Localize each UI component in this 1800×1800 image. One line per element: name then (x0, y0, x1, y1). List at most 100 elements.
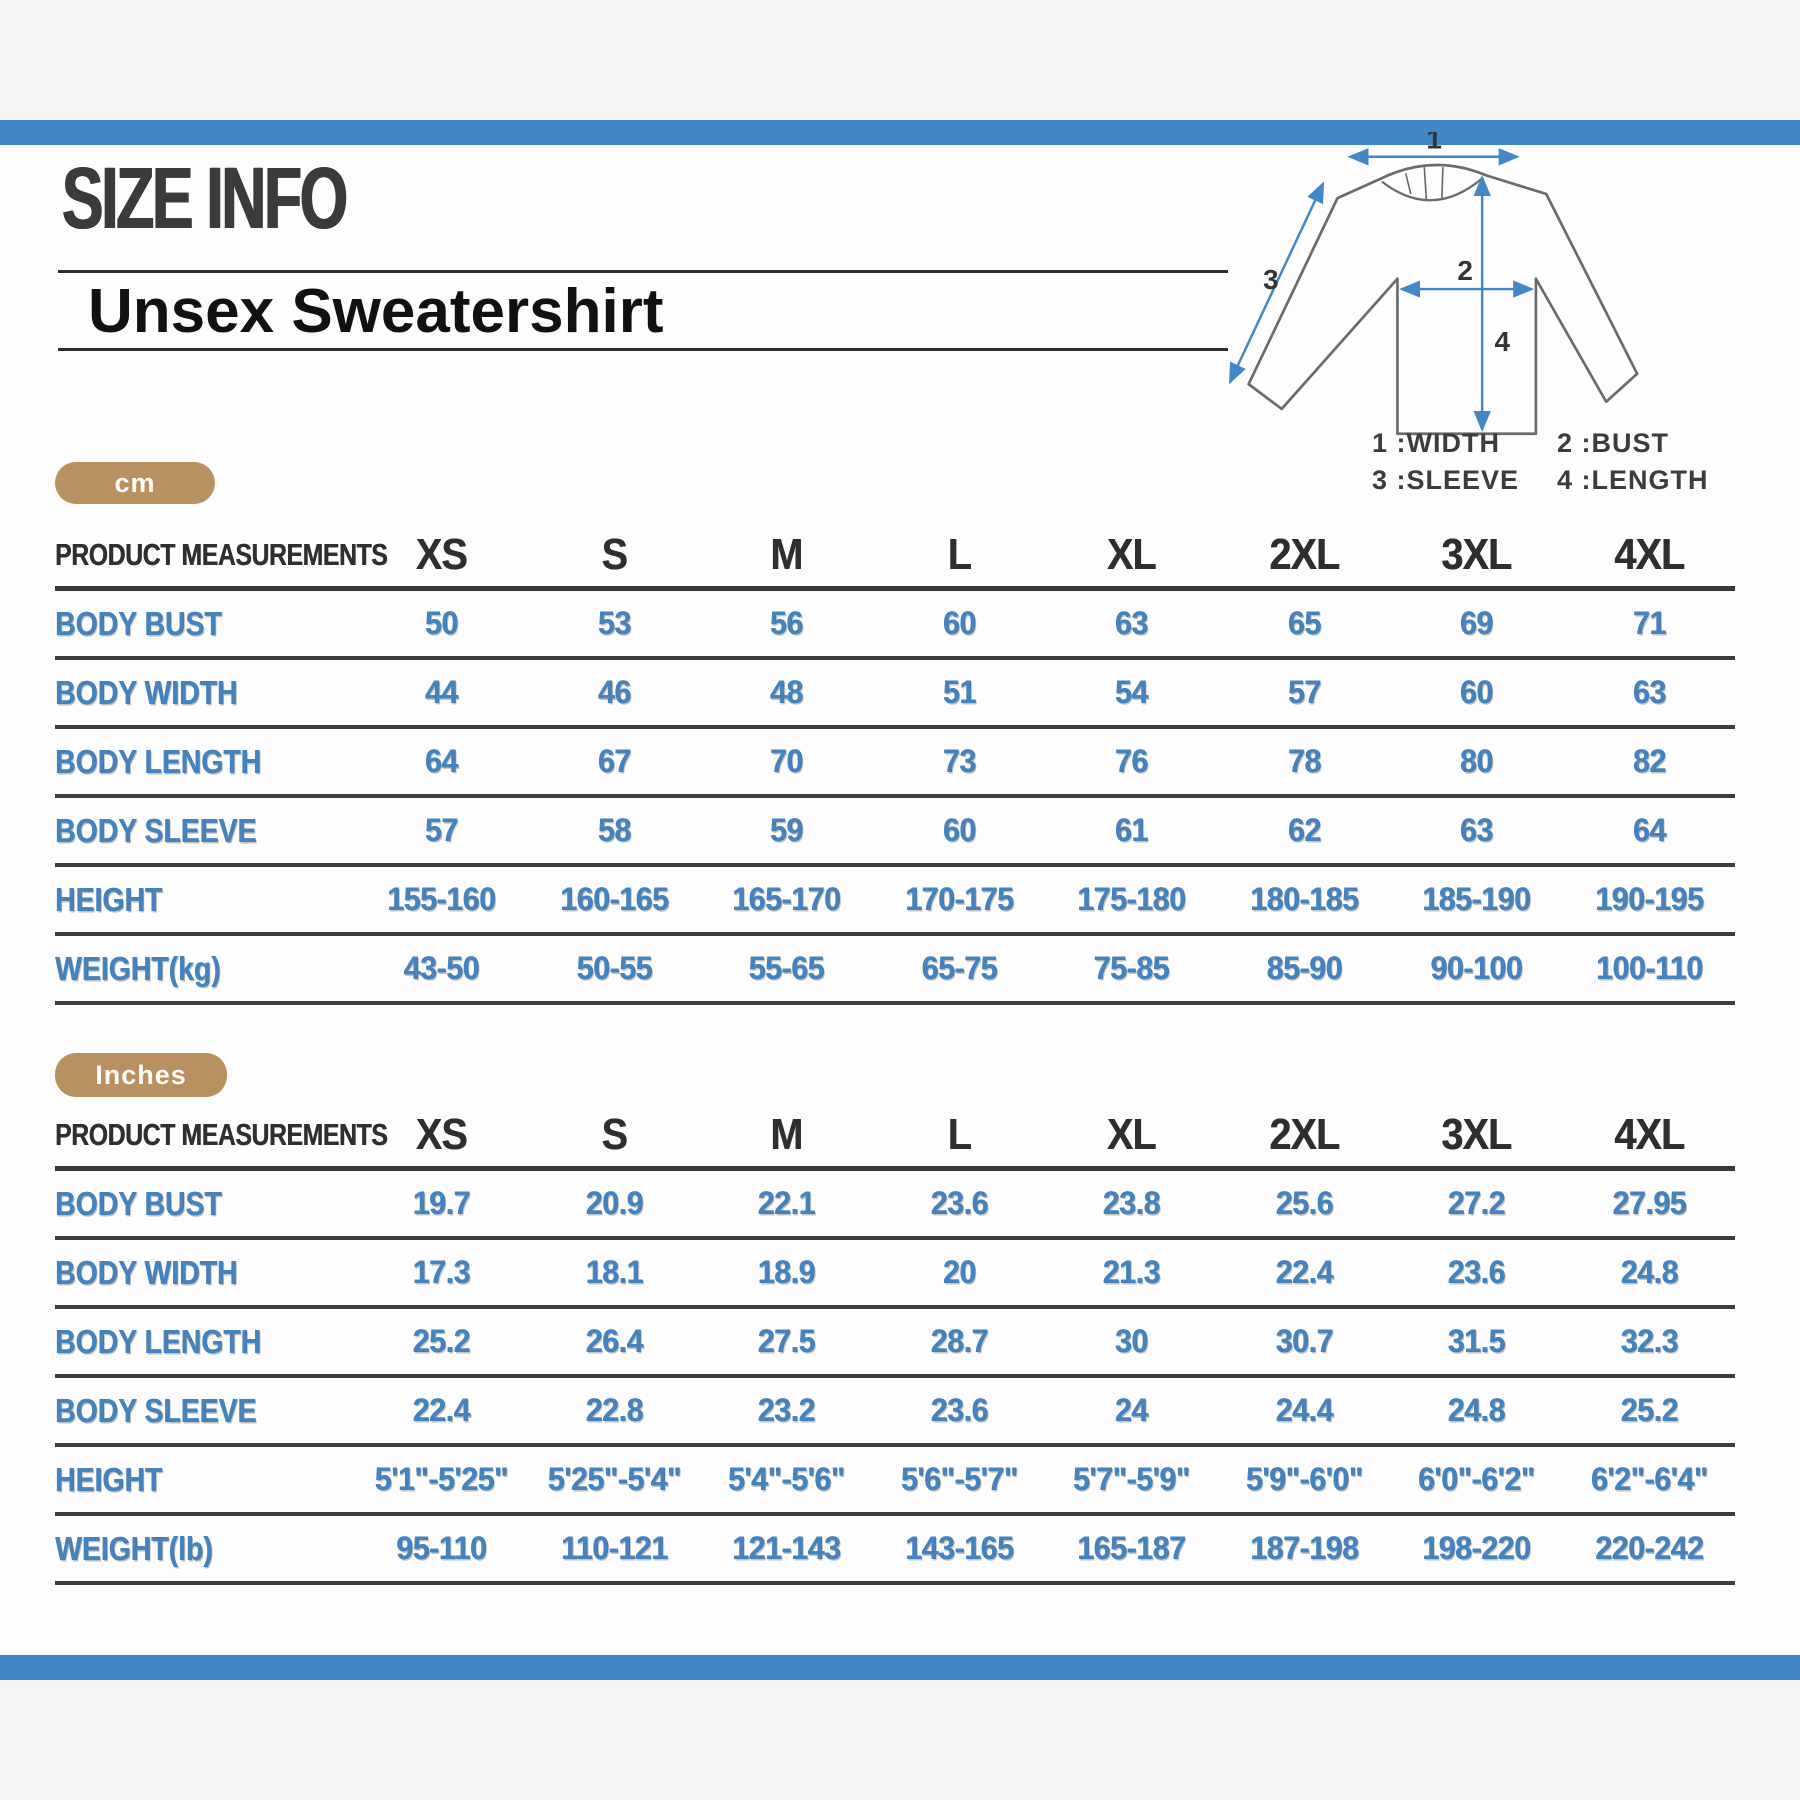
size-header-4xl: 4XL (1613, 530, 1685, 579)
cell-value: 44 (424, 674, 458, 710)
cell-value: 143-165 (904, 1530, 1014, 1566)
cell-value: 190-195 (1594, 881, 1704, 917)
cell-value: 22.8 (585, 1392, 643, 1428)
cell-value: 51 (942, 674, 976, 710)
row-label: BODY WIDTH (55, 1253, 238, 1291)
cell-value: 80 (1459, 743, 1493, 779)
legend-length: 4 :LENGTH (1557, 465, 1709, 495)
legend-width: 1 :WIDTH (1372, 428, 1500, 458)
cell-value: 57 (1287, 674, 1321, 710)
cell-value: 121-143 (732, 1530, 841, 1566)
cell-value: 62 (1287, 812, 1321, 848)
cell-value: 25.2 (412, 1323, 471, 1359)
cell-value: 23.6 (930, 1392, 988, 1428)
marker-2: 2 (1457, 255, 1473, 286)
cell-value: 165-170 (732, 881, 841, 917)
cell-value: 73 (942, 743, 976, 779)
cell-value: 5'4"-5'6" (727, 1461, 845, 1497)
cell-value: 82 (1632, 743, 1666, 779)
table-row: BODY LENGTH 25.2 26.4 27.5 28.7 30 30.7 31.5 32.… (55, 1309, 1735, 1378)
table-row: WEIGHT(kg) 43-50 50-55 55-65 65-75 75-85 85-90… (55, 936, 1735, 1005)
size-header-xl: XL (1106, 530, 1157, 579)
size-header-2xl: 2XL (1268, 1110, 1340, 1159)
cell-value: 23.6 (930, 1185, 988, 1221)
size-header-3xl: 3XL (1441, 530, 1512, 579)
unit-badge-inches: Inches (55, 1053, 227, 1097)
cell-value: 155-160 (387, 881, 496, 917)
cell-value: 70 (769, 743, 803, 779)
cell-value: 50 (424, 605, 458, 641)
cell-value: 64 (424, 743, 458, 779)
table-row: HEIGHT 155-160 160-165 165-170 170-175 175-18… (55, 867, 1735, 936)
size-header-2xl: 2XL (1268, 530, 1340, 579)
size-header-m: M (770, 530, 803, 579)
table-row: BODY LENGTH 64 67 70 73 76 78 80 82 (55, 729, 1735, 798)
collar-rib (1423, 167, 1428, 201)
size-header-m: M (770, 1110, 803, 1159)
cell-value: 160-165 (559, 881, 669, 917)
cell-value: 43-50 (403, 950, 480, 986)
table-row: BODY BUST 50 53 56 60 63 65 69 71 (55, 591, 1735, 660)
subtitle-rule-top (58, 270, 1228, 273)
row-label: BODY BUST (55, 1184, 222, 1222)
collar-rib (1441, 167, 1444, 200)
table-row: HEIGHT 5'1"-5'25" 5'25"-5'4" 5'4"-5'6" 5'6"-… (55, 1447, 1735, 1516)
size-header-xs: XS (415, 530, 468, 579)
corner-label: PRODUCT MEASUREMENTS (55, 537, 388, 572)
corner-label: PRODUCT MEASUREMENTS (55, 1117, 388, 1152)
row-label: BODY SLEEVE (55, 811, 257, 849)
cell-value: 61 (1114, 812, 1148, 848)
cell-value: 54 (1114, 674, 1148, 710)
legend-bust: 2 :BUST (1557, 428, 1670, 458)
cell-value: 5'9"-6'0" (1245, 1461, 1363, 1497)
row-label: BODY SLEEVE (55, 1391, 257, 1429)
row-label: BODY LENGTH (55, 1322, 262, 1360)
cell-value: 53 (597, 605, 631, 641)
size-table-inches: PRODUCT MEASUREMENTS XS S M L XL 2XL 3XL 4XL BODY… (55, 1104, 1735, 1585)
legend-sleeve: 3 :SLEEVE (1372, 465, 1520, 495)
cell-value: 27.5 (757, 1323, 816, 1359)
row-label: HEIGHT (55, 1460, 163, 1498)
cell-value: 5'1"-5'25" (374, 1461, 509, 1497)
cell-value: 5'7"-5'9" (1072, 1461, 1190, 1497)
size-header-l: L (947, 1110, 971, 1159)
row-label: BODY WIDTH (55, 673, 238, 711)
cell-value: 30.7 (1275, 1323, 1333, 1359)
cell-value: 21.3 (1102, 1254, 1161, 1290)
cell-value: 170-175 (904, 881, 1014, 917)
cell-value: 27.95 (1611, 1185, 1686, 1221)
cell-value: 59 (769, 812, 803, 848)
cell-value: 220-242 (1594, 1530, 1704, 1566)
size-table-cm: PRODUCT MEASUREMENTS XS S M L XL 2XL 3XL 4XL BODY… (55, 524, 1735, 1005)
table-row: BODY SLEEVE 57 58 59 60 61 62 63 64 (55, 798, 1735, 867)
product-subtitle: Unsex Sweatershirt (88, 277, 664, 346)
sweatshirt-outline (1247, 163, 1639, 436)
cell-value: 6'2"-6'4" (1590, 1461, 1708, 1497)
size-header-xl: XL (1106, 1110, 1157, 1159)
cell-value: 60 (1459, 674, 1493, 710)
cell-value: 60 (942, 812, 976, 848)
cell-value: 23.6 (1447, 1254, 1506, 1290)
row-label: BODY BUST (55, 604, 222, 642)
cell-value: 27.2 (1447, 1185, 1506, 1221)
row-label: BODY LENGTH (55, 742, 262, 780)
cell-value: 198-220 (1422, 1530, 1531, 1566)
table-row: BODY WIDTH 44 46 48 51 54 57 60 63 (55, 660, 1735, 729)
cell-value: 65 (1287, 605, 1321, 641)
cell-value: 50-55 (576, 950, 652, 986)
sweatshirt-measurement-diagram: 1 2 3 4 (1165, 124, 1665, 442)
cell-value: 187-198 (1249, 1530, 1359, 1566)
table-header-row: PRODUCT MEASUREMENTS XS S M L XL 2XL 3XL 4XL (55, 524, 1735, 591)
row-label: WEIGHT(kg) (55, 949, 221, 987)
cell-value: 78 (1287, 743, 1321, 779)
cell-value: 71 (1632, 605, 1666, 641)
cell-value: 17.3 (412, 1254, 471, 1290)
cell-value: 175-180 (1077, 881, 1186, 917)
sleeve-arrow (1228, 181, 1325, 385)
cell-value: 76 (1114, 743, 1148, 779)
cell-value: 95-110 (396, 1530, 487, 1566)
cell-value: 6'0"-6'2" (1417, 1461, 1535, 1497)
row-label: HEIGHT (55, 880, 163, 918)
cell-value: 65-75 (921, 950, 997, 986)
cell-value: 55-65 (748, 950, 825, 986)
